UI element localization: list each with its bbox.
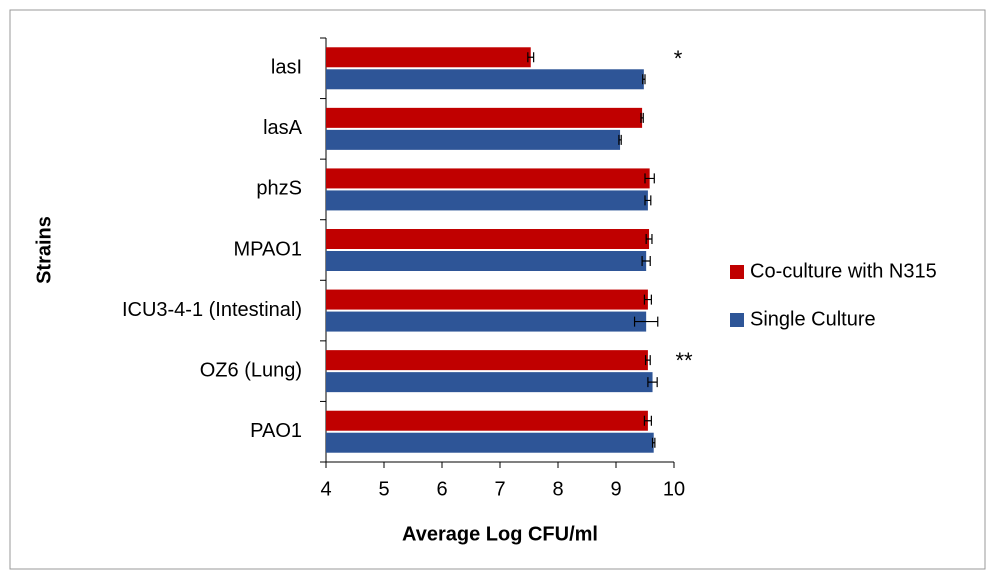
bar	[326, 69, 644, 90]
error-bar	[642, 74, 646, 85]
legend-label: Single Culture	[750, 308, 876, 330]
error-bar	[640, 112, 644, 123]
error-bar	[618, 134, 622, 145]
error-bar	[633, 316, 659, 327]
x-tick-label: 8	[552, 478, 563, 500]
bar	[326, 350, 648, 371]
x-tick-label: 5	[378, 478, 389, 500]
error-bar	[645, 234, 653, 244]
error-bar	[644, 195, 652, 206]
x-tick-label: 4	[320, 478, 331, 500]
legend-label: Co-culture with N315	[750, 260, 937, 282]
x-tick-label: 10	[663, 478, 685, 500]
annotation: *	[674, 46, 683, 71]
bar	[326, 168, 650, 189]
legend-swatch	[730, 313, 744, 327]
bar	[326, 47, 531, 68]
bar	[326, 129, 621, 150]
error-bar	[651, 437, 656, 448]
bar	[326, 107, 643, 128]
x-tick-label: 6	[436, 478, 447, 500]
y-tick-label: phzS	[256, 178, 302, 200]
y-axis-label: Strains	[33, 216, 55, 284]
bar	[326, 410, 648, 431]
y-tick-label: lasA	[263, 117, 303, 139]
y-tick-label: PAO1	[250, 420, 302, 442]
error-bar	[644, 173, 655, 184]
error-bar	[644, 355, 651, 366]
error-bar	[527, 52, 535, 63]
y-tick-label: OZ6 (Lung)	[200, 359, 302, 381]
bar	[326, 432, 654, 453]
error-bar	[647, 377, 658, 388]
y-tick-label: lasI	[271, 57, 302, 79]
x-axis-label: Average Log CFU/ml	[402, 523, 598, 545]
bar	[326, 311, 647, 332]
bar	[326, 372, 653, 393]
annotation: **	[675, 348, 693, 373]
y-tick-label: ICU3-4-1 (Intestinal)	[122, 299, 302, 321]
y-tick-label: MPAO1	[233, 238, 302, 260]
bar	[326, 229, 650, 249]
x-tick-label: 7	[494, 478, 505, 500]
error-bar	[643, 415, 652, 426]
bar	[326, 289, 648, 310]
legend-swatch	[730, 265, 744, 279]
bar	[326, 251, 647, 271]
error-bar	[641, 256, 651, 266]
x-tick-label: 9	[610, 478, 621, 500]
error-bar	[643, 294, 652, 305]
chart-frame	[9, 9, 986, 570]
bar	[326, 190, 648, 211]
